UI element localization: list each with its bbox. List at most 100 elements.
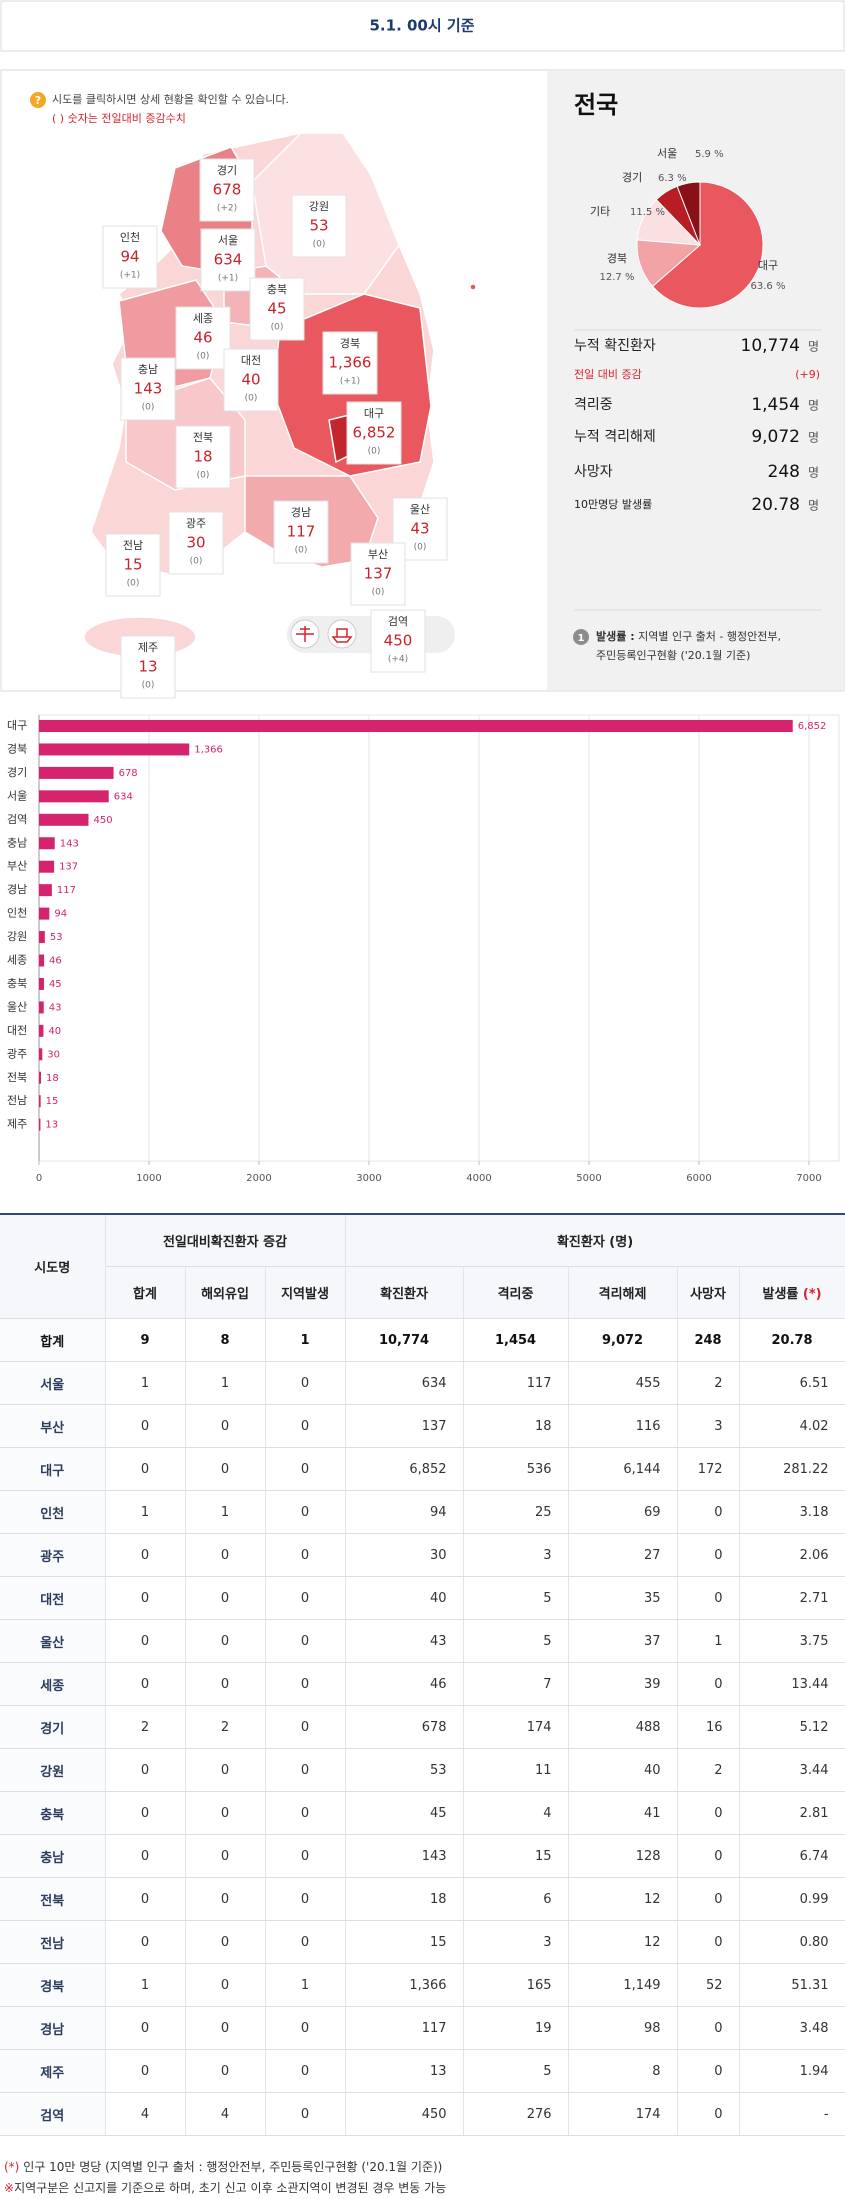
- region-label[interactable]: 검역 450 (+4): [370, 609, 426, 673]
- region-change: (+1): [340, 377, 360, 387]
- bar: [39, 1071, 41, 1084]
- td: 2.06: [739, 1533, 845, 1577]
- td: 0: [265, 1662, 346, 1706]
- label-box: [175, 306, 231, 370]
- td: 51.31: [739, 1963, 845, 2007]
- region-label[interactable]: 충북 45 (0): [249, 277, 305, 341]
- region-label[interactable]: 부산 137 (0): [350, 542, 406, 606]
- port-icon: [331, 628, 353, 643]
- value-label: 137: [59, 862, 78, 873]
- region-change: (+1): [120, 271, 140, 281]
- region-label[interactable]: 세종 46 (0): [175, 306, 231, 370]
- td: 174: [463, 1705, 569, 1749]
- td: 0: [105, 1877, 186, 1921]
- label-box: [223, 348, 279, 412]
- bar: [39, 860, 55, 873]
- x-tick-label: 0: [36, 1173, 42, 1184]
- td: 4: [463, 1791, 569, 1835]
- td: 18: [463, 1404, 569, 1448]
- td: 281.22: [739, 1447, 845, 1491]
- footnote: (*) 인구 10만 명당 (지역별 인구 출처 : 행정안전부, 주민등록인구…: [4, 2158, 442, 2175]
- region-label[interactable]: 경북 1,366 (+1): [322, 331, 378, 395]
- value-label: 6,852: [798, 721, 827, 732]
- footnote: ※지역구분은 신고지를 기준으로 하며, 초기 신고 이후 소관지역이 변경된 …: [4, 2179, 446, 2196]
- td: 0: [185, 1404, 266, 1448]
- region-label[interactable]: 대구 6,852 (0): [346, 401, 402, 465]
- bar: [39, 790, 109, 803]
- td: 19: [463, 2006, 569, 2050]
- y-tick-label: 대전: [7, 1024, 27, 1037]
- td: 제주: [0, 2049, 106, 2093]
- footnote-text: 인구 10만 명당 (지역별 인구 출처 : 행정안전부, 주민등록인구현황 (…: [23, 2160, 443, 2174]
- region-label[interactable]: 대전 40 (0): [223, 348, 279, 412]
- td: 0: [185, 1447, 266, 1491]
- td: 충남: [0, 1834, 106, 1878]
- region-count: 40: [241, 371, 260, 389]
- value-label: 18: [46, 1073, 59, 1084]
- td: 0: [185, 1963, 266, 2007]
- label-box: [168, 511, 224, 575]
- bar: [39, 907, 50, 920]
- region-label[interactable]: 경남 117 (0): [273, 500, 329, 564]
- bar: [39, 1024, 44, 1037]
- td: 0: [265, 1447, 346, 1491]
- value-label: 15: [46, 1096, 59, 1107]
- region-label[interactable]: 전남 15 (0): [105, 533, 161, 597]
- region-label[interactable]: 전북 18 (0): [175, 425, 231, 489]
- region-label[interactable]: 강원 53 (0): [291, 194, 347, 258]
- region-count: 6,852: [353, 424, 396, 442]
- label-box: [370, 609, 426, 673]
- bar: [39, 884, 52, 897]
- td: 0: [265, 2006, 346, 2050]
- port-button[interactable]: [327, 619, 357, 649]
- td: 43: [345, 1619, 464, 1663]
- table-row: 경북 1 0 1 1,366 165 1,149 52 51.31: [0, 1963, 845, 2007]
- value-label: 678: [119, 768, 138, 779]
- td: 0: [677, 1834, 740, 1878]
- td: 3.18: [739, 1490, 845, 1534]
- table-row: 검역 4 4 0 450 276 174 0-: [0, 2092, 845, 2136]
- summary-label: 10만명당 발생률: [574, 498, 652, 511]
- td: 0: [185, 1662, 266, 1706]
- td: 98: [568, 2006, 678, 2050]
- y-tick-label: 경기: [7, 766, 27, 779]
- td: 3.75: [739, 1619, 845, 1663]
- table-row: 대전 0 0 0 40 5 35 0 2.71: [0, 1576, 845, 1620]
- region-label[interactable]: 제주 13 (0): [120, 635, 176, 699]
- td: 0: [105, 1834, 186, 1878]
- region-name: 충북: [267, 283, 287, 296]
- summary-value: 20.78: [751, 495, 800, 515]
- th: 지역발생: [265, 1266, 346, 1319]
- td: 52: [677, 1963, 740, 2007]
- x-tick-label: 3000: [356, 1173, 381, 1184]
- td: 3.44: [739, 1748, 845, 1792]
- region-label[interactable]: 인천 94 (+1): [102, 225, 158, 289]
- label-box: [105, 533, 161, 597]
- region-label[interactable]: 충남 143 (0): [120, 357, 176, 421]
- pie-label: 경기: [622, 171, 642, 184]
- td: 0: [677, 1533, 740, 1577]
- region-label[interactable]: 서울 634 (+1): [200, 228, 256, 292]
- td: 광주: [0, 1533, 106, 1577]
- td: 276: [463, 2092, 569, 2136]
- region-label[interactable]: 광주 30 (0): [168, 511, 224, 575]
- airport-icon: [296, 626, 314, 642]
- th: 격리해제: [568, 1266, 678, 1319]
- td: 0: [105, 1576, 186, 1620]
- summary-label: 전일 대비 증감: [574, 367, 642, 381]
- region-label[interactable]: 경기 678 (+2): [199, 158, 255, 222]
- td: 세종: [0, 1662, 106, 1706]
- td: 15: [345, 1920, 464, 1964]
- td: 0: [265, 1404, 346, 1448]
- td: 1: [105, 1490, 186, 1534]
- td: 0: [265, 2049, 346, 2093]
- region-count: 1,366: [329, 354, 372, 372]
- y-tick-label: 검역: [7, 813, 27, 826]
- td: 0: [265, 1533, 346, 1577]
- pie-value: 11.5 %: [630, 207, 665, 218]
- td: 0: [185, 1791, 266, 1835]
- footnote-mark: ※: [4, 2181, 15, 2195]
- td: 94: [345, 1490, 464, 1534]
- region-change: (0): [295, 546, 308, 556]
- table-row: 전북 0 0 0 18 6 12 0 0.99: [0, 1877, 845, 1921]
